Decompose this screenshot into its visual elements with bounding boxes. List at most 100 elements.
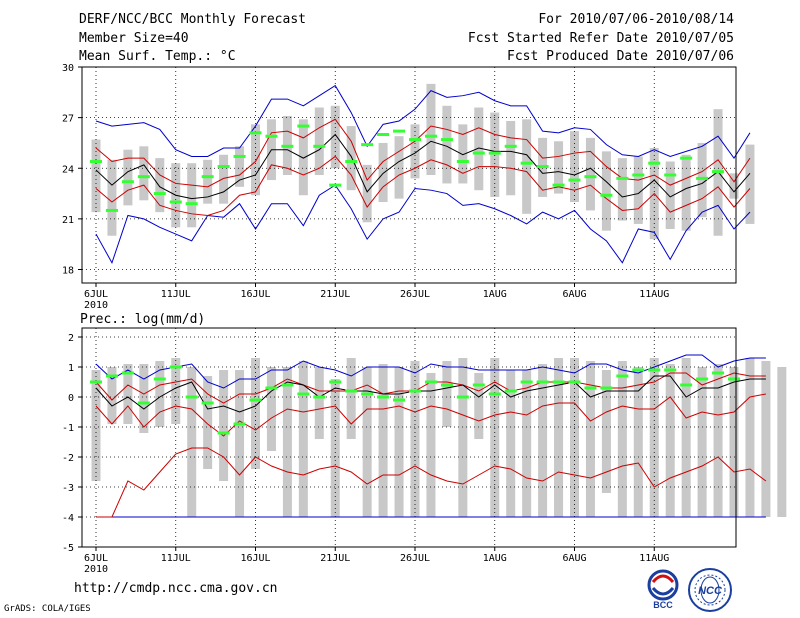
prec-variable-label: Prec.: log(mm/d) — [80, 312, 205, 327]
prec-spread-box — [585, 361, 595, 517]
temp-spread-box — [139, 146, 149, 201]
prec-spread-box — [713, 364, 723, 517]
ncc-logo-text: NCC — [698, 585, 723, 597]
temp-spread-box — [617, 158, 627, 221]
temp-spread-box — [442, 105, 452, 184]
temp-x-tick-label: 26JUL — [400, 289, 430, 300]
temp-spread-box — [394, 136, 404, 199]
temp-spread-box — [474, 107, 484, 191]
prec-y-tick-label: -4 — [62, 513, 74, 524]
ncc-logo: NCC — [688, 568, 732, 612]
prec-spread-box — [490, 358, 500, 517]
prec-mean-line — [95, 375, 766, 413]
prec-lower-line — [95, 393, 766, 437]
temp-spread-box — [203, 159, 213, 204]
bcc-logo-text: BCC — [653, 600, 673, 610]
temp-spread-box — [681, 154, 691, 231]
prec-plot-frame — [81, 327, 737, 548]
temp-y-tick-label: 18 — [62, 266, 74, 277]
temp-spread-box — [330, 105, 340, 169]
temp-spread-box — [362, 164, 372, 223]
prec-spread-box — [601, 370, 611, 493]
temp-spread-box — [123, 149, 133, 206]
prec-spread-box — [187, 367, 197, 517]
prec-spread-box — [729, 367, 739, 517]
temp-spread-box — [458, 124, 468, 184]
prec-spread-box — [139, 364, 149, 433]
prec-x-tick-label: 11JUL — [161, 553, 191, 564]
prec-spread-box — [378, 364, 388, 517]
prec-spread-box — [91, 370, 101, 481]
prec-spread-box — [203, 376, 213, 469]
temp-x-tick-label: 21JUL — [320, 289, 350, 300]
prec-y-tick-label: -2 — [62, 453, 74, 464]
temp-y-tick-label: 21 — [62, 215, 74, 226]
temp-x-tick-label: 1AUG — [483, 289, 507, 300]
prec-spread-box — [251, 358, 260, 469]
prec-spread-box — [219, 370, 229, 481]
prec-spread-box — [761, 361, 771, 517]
prec-spread-box — [554, 358, 564, 517]
prec-spread-box — [266, 367, 276, 451]
temp-spread-box — [522, 119, 532, 214]
temp-plot-frame — [81, 66, 737, 284]
temp-spread-box — [346, 126, 356, 191]
temp-spread-box — [219, 154, 229, 204]
prec-spread-box — [107, 367, 117, 424]
prec-spread-box — [298, 361, 308, 517]
prec-y-tick-label: 1 — [68, 363, 74, 374]
temp-spread-box — [554, 141, 564, 194]
temp-x-tick-label: 11AUG — [639, 289, 669, 300]
prec-spread-box — [777, 367, 787, 517]
temp-spread-box — [298, 119, 308, 196]
temp-panel: 18 21 24 27 30 6JUL 11JUL 16JUL 21JUL 26JUL 1AUG 6A… — [62, 63, 755, 311]
temp-x-year-label: 2010 — [84, 300, 108, 311]
temp-x-tick-label: 6AUG — [562, 289, 586, 300]
temp-spread-box — [585, 137, 595, 211]
bcc-logo: BCC — [647, 569, 679, 610]
prec-x-tick-label: 21JUL — [320, 553, 350, 564]
temp-mean-line — [95, 133, 751, 200]
fcst-started-date: Fcst Started Refer Date 2010/07/05 — [467, 31, 734, 46]
prec-x-tick-label: 6AUG — [562, 553, 586, 564]
temp-spread-box — [570, 131, 579, 202]
prec-spread-box — [155, 361, 165, 427]
prec-max-line — [95, 354, 766, 389]
prec-spread-box — [538, 364, 548, 517]
prec-spread-box — [426, 373, 436, 517]
prec-spread-box — [235, 370, 245, 517]
prec-y-tick-label: -3 — [62, 483, 74, 494]
prec-spread-box — [362, 367, 372, 517]
prec-spread-box — [617, 361, 627, 517]
temp-spread-box — [697, 142, 707, 218]
prec-spread-box — [394, 367, 404, 517]
prec-spread-box — [697, 367, 707, 517]
variable-label: Mean Surf. Temp.: °C — [79, 49, 236, 64]
temp-x-tick-label: 6JUL — [84, 289, 108, 300]
member-size: Member Size=40 — [79, 31, 189, 46]
prec-spread-box — [346, 358, 356, 439]
prec-x-tick-label: 11AUG — [639, 553, 669, 564]
temp-spread-box — [490, 112, 500, 197]
temp-spread-box — [601, 151, 611, 231]
temp-spread-box — [729, 173, 739, 199]
prec-x-tick-label: 6JUL — [84, 553, 108, 564]
fcst-produced-date: Fcst Produced Date 2010/07/06 — [507, 49, 734, 64]
prec-spread-box — [506, 370, 516, 517]
prec-p10-line — [96, 447, 767, 518]
prec-spread-box — [410, 361, 420, 517]
prec-spread-box — [458, 358, 468, 517]
prec-y-tick-label: 2 — [68, 333, 74, 344]
temp-spread-box — [235, 146, 245, 187]
temp-y-tick-label: 24 — [62, 164, 74, 175]
prec-x-year-label: 2010 — [84, 564, 108, 575]
footer-url[interactable]: http://cmdp.ncc.cma.gov.cn — [74, 581, 278, 596]
temp-spread-box — [314, 107, 324, 175]
temp-spread-box — [426, 83, 436, 175]
temp-y-tick-label: 30 — [62, 63, 74, 74]
prec-spread-box — [282, 367, 292, 517]
temp-spread-box — [745, 144, 755, 224]
temp-spread-box — [107, 159, 117, 236]
temp-y-tick-label: 27 — [62, 114, 74, 125]
